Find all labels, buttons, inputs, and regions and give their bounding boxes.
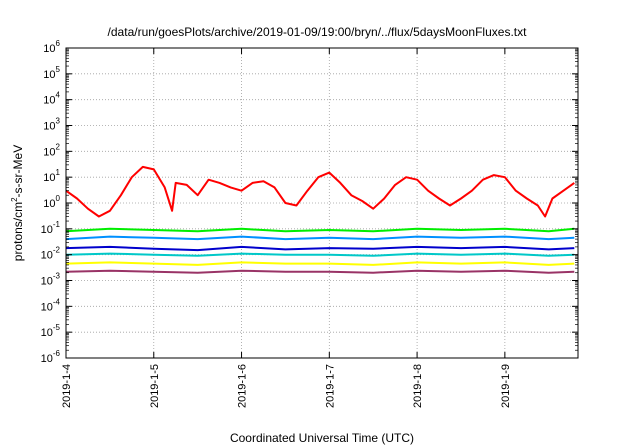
y-tick-label: 106 xyxy=(43,39,60,55)
y-tick-label: 103 xyxy=(43,117,60,133)
x-tick-label: 2019-1-7 xyxy=(324,364,336,408)
chart-title: /data/run/goesPlots/archive/2019-01-09/1… xyxy=(108,25,528,39)
x-tick-label: 2019-1-4 xyxy=(61,364,73,408)
y-tick-label: 10-6 xyxy=(41,349,61,365)
series-line-2 xyxy=(65,227,575,233)
series-line-6 xyxy=(65,261,575,266)
x-tick-label: 2019-1-5 xyxy=(149,364,161,408)
series-line-7 xyxy=(65,269,575,274)
y-tick-label: 10-2 xyxy=(41,246,61,262)
x-axis: 2019-1-4 2019-1-5 2019-1-6 2019-1-7 2019-1-8… xyxy=(61,48,512,408)
y-tick-label: 10-3 xyxy=(41,272,61,288)
series-line-4 xyxy=(65,245,575,252)
y-tick-label: 10-4 xyxy=(41,297,61,313)
series-line-3 xyxy=(65,235,575,241)
y-tick-label: 102 xyxy=(43,142,60,158)
x-tick-label: 2019-1-6 xyxy=(237,364,249,408)
x-axis-label: Coordinated Universal Time (UTC) xyxy=(230,431,414,445)
y-tick-label: 101 xyxy=(43,168,60,184)
y-axis-label: protons/cm2-s-sr-MeV xyxy=(10,145,25,261)
series-line-1 xyxy=(65,165,575,218)
grid-lines xyxy=(66,48,578,358)
y-tick-label: 105 xyxy=(43,65,60,81)
x-tick-label: 2019-1-9 xyxy=(500,364,512,408)
y-tick-label: 10-5 xyxy=(41,323,61,339)
y-tick-label: 100 xyxy=(43,194,60,210)
x-tick-label: 2019-1-8 xyxy=(412,364,424,408)
y-tick-label: 104 xyxy=(43,91,60,107)
y-axis: 10-6 10-5 10-4 10-3 10-2 10-1 100 101 102 103 104 1… xyxy=(41,39,578,365)
series-layer xyxy=(65,165,575,274)
y-tick-label: 10-1 xyxy=(41,220,61,236)
series-line-5 xyxy=(65,252,575,257)
